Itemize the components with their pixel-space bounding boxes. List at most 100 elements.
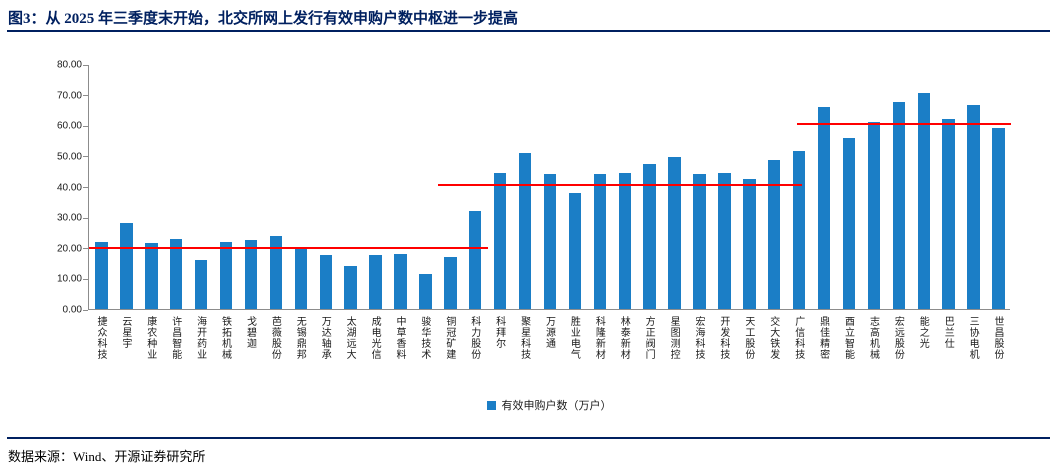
x-tick-label: 康农种业 (144, 316, 156, 360)
bar (169, 238, 183, 309)
x-tick-label: 巴兰仕 (942, 316, 954, 349)
y-axis-labels: 0.00 10.00 20.00 30.00 40.00 50.00 60.00 70.00 8… (0, 60, 82, 316)
figure-title: 图3：从 2025 年三季度末开始，北交所网上发行有效申购户数中枢进一步提高 (8, 11, 519, 27)
x-tick-label: 戈碧迦 (244, 316, 256, 349)
bar (668, 157, 681, 309)
x-tick-label: 胜业电气 (568, 316, 580, 360)
bar (693, 174, 706, 309)
bar (867, 122, 881, 309)
bar (369, 255, 382, 309)
y-tick-mark (83, 95, 88, 97)
bar (593, 174, 607, 309)
x-tick-label: 聚星科技 (518, 316, 530, 360)
title-divider (7, 30, 1050, 32)
x-axis-labels: 捷众科技 云星宇 康农种业 许昌智能 海开药业 铁拓机械 戈碧迦 芭薇股份 无锡鼎邦 万达轴承 太湖… (88, 314, 1010, 394)
y-tick-label: 0.00 (62, 304, 82, 316)
x-tick-label: 三协电机 (967, 316, 979, 360)
y-tick-label: 50.00 (56, 151, 82, 163)
bar (194, 260, 208, 309)
y-tick-mark (83, 248, 88, 250)
x-tick-label: 开发科技 (717, 316, 729, 360)
y-tick-label: 40.00 (56, 182, 82, 193)
data-source: 数据来源：Wind、开源证券研究所 (8, 449, 206, 464)
bar (319, 255, 332, 309)
x-tick-label: 科拜尔 (493, 316, 505, 349)
x-tick-label: 科力股份 (468, 316, 480, 360)
source-divider (7, 437, 1050, 439)
bar (219, 241, 233, 309)
x-tick-label: 捷众科技 (94, 316, 106, 360)
bar (120, 223, 133, 309)
x-tick-label: 万达轴承 (319, 316, 331, 360)
x-tick-label: 天工股份 (742, 316, 754, 360)
bar (419, 273, 432, 309)
median-line (437, 184, 802, 187)
y-tick-mark (83, 278, 88, 280)
bar (145, 243, 158, 309)
bar (294, 247, 308, 309)
x-tick-label: 许昌智能 (169, 316, 181, 360)
y-tick-label: 70.00 (56, 90, 82, 102)
plot-area (83, 64, 1011, 311)
x-tick-label: 世昌股份 (992, 316, 1004, 360)
bar (269, 235, 283, 309)
bar (394, 253, 407, 309)
y-tick-mark (83, 156, 88, 158)
x-tick-label: 林泰新材 (618, 316, 630, 360)
x-tick-label: 成电光信 (369, 316, 381, 360)
x-tick-label: 鼎佳精密 (817, 316, 829, 360)
x-tick-label: 云星宇 (119, 316, 131, 349)
bar (917, 93, 930, 309)
x-tick-label: 万源通 (543, 316, 555, 349)
bar (942, 119, 955, 309)
bar (344, 266, 357, 309)
x-tick-label: 能之光 (917, 316, 929, 349)
y-tick-label: 80.00 (56, 59, 82, 71)
x-tick-label: 芭薇股份 (269, 316, 281, 360)
x-tick-label: 无锡鼎邦 (294, 316, 306, 360)
y-tick-label: 60.00 (56, 120, 82, 132)
y-tick-mark (83, 217, 88, 219)
x-tick-label: 广信科技 (792, 316, 804, 360)
bar (95, 241, 108, 309)
bar (643, 163, 656, 309)
bar (568, 192, 582, 309)
bar (842, 137, 856, 309)
x-tick-label: 宏海科技 (693, 316, 704, 360)
legend-swatch-icon (486, 400, 496, 410)
bar (992, 128, 1005, 309)
y-tick-mark (83, 187, 88, 188)
bar (792, 151, 806, 309)
x-tick-label: 酉立智能 (842, 316, 854, 360)
x-tick-label: 太湖远大 (344, 316, 356, 360)
median-line (89, 246, 488, 249)
x-tick-label: 方正阀门 (643, 316, 655, 360)
x-tick-label: 科隆新材 (593, 316, 605, 360)
bar (768, 160, 781, 309)
x-tick-label: 中草香料 (393, 316, 405, 360)
bar (493, 172, 507, 309)
legend-label: 有效申购户数（万户） (501, 400, 612, 412)
y-tick-label: 20.00 (56, 243, 82, 255)
x-tick-label: 宏远股份 (892, 316, 904, 360)
x-tick-label: 骏华技术 (418, 316, 430, 360)
bar (543, 174, 557, 309)
y-tick-mark (83, 309, 88, 311)
x-tick-label: 海开药业 (194, 316, 206, 360)
bar (244, 240, 258, 309)
x-tick-label: 志高机械 (867, 316, 879, 360)
x-tick-label: 铁拓机械 (219, 316, 231, 360)
x-tick-label: 铜冠矿建 (443, 316, 455, 360)
chart-legend: 有效申购户数（万户） (88, 397, 1010, 413)
bar (718, 172, 731, 309)
bar (518, 152, 532, 309)
bar (469, 211, 482, 309)
bar (967, 105, 980, 309)
y-tick-mark (83, 64, 88, 66)
x-tick-label: 星图测控 (668, 316, 680, 360)
median-line (796, 122, 1011, 125)
bar (892, 102, 906, 309)
bar (618, 172, 631, 309)
y-tick-mark (83, 125, 88, 127)
